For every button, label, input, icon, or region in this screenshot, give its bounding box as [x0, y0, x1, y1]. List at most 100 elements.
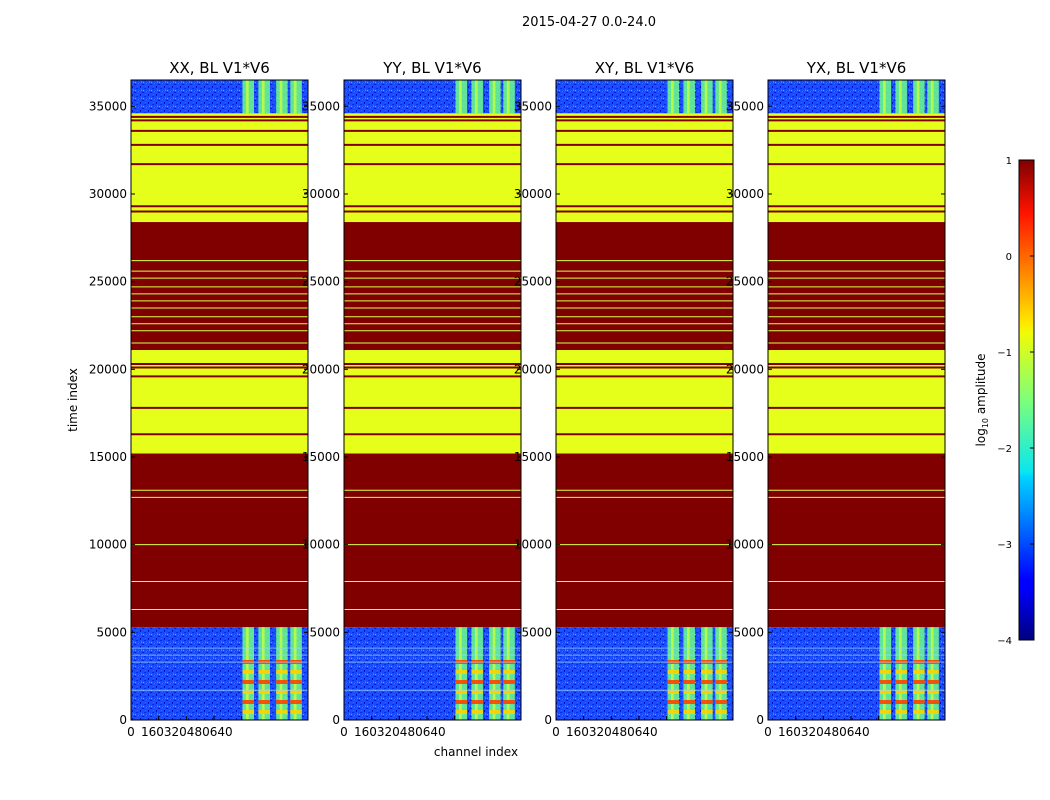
hot-spot [913, 700, 925, 704]
channel-stripe-core [883, 80, 886, 114]
x-tick-label: 0 [764, 725, 772, 739]
hot-spot [667, 680, 680, 684]
y-tick-label: 20000 [726, 362, 764, 376]
hot-spot [489, 680, 501, 684]
panel-title: YY, BL V1*V6 [382, 59, 481, 77]
band-flagged [556, 350, 733, 454]
panel-frame [767, 79, 946, 721]
hot-spot [715, 700, 727, 704]
y-tick-label: 0 [544, 713, 552, 727]
hot-spot [683, 690, 695, 694]
y-tick-label: 30000 [514, 187, 552, 201]
channel-stripe-core [506, 80, 510, 114]
hot-spot [927, 670, 939, 674]
band-flagged [556, 453, 733, 628]
band-flagged [131, 453, 308, 628]
hot-spot [258, 710, 270, 714]
hot-spot [242, 690, 255, 694]
hot-spot [471, 670, 483, 674]
hot-spot [913, 680, 925, 684]
hot-spot [489, 670, 501, 674]
y-tick-label: 10000 [514, 538, 552, 552]
hot-spot [927, 710, 939, 714]
band-flagged [768, 350, 945, 454]
y-tick-label: 0 [332, 713, 340, 727]
channel-stripe-core [492, 80, 496, 114]
x-tick-label: 160320480640 [354, 725, 446, 739]
hot-spot [927, 700, 939, 704]
y-tick-label: 10000 [726, 538, 764, 552]
channel-stripe-core [279, 80, 283, 114]
y-tick-label: 35000 [302, 99, 340, 113]
channel-stripe-core [246, 80, 249, 114]
channel-stripe-core [686, 80, 690, 114]
y-tick-label: 20000 [514, 362, 552, 376]
panel-title: XX, BL V1*V6 [169, 59, 270, 77]
colorbar: 10−1−2−3−4 log10 amplitude [974, 156, 1035, 647]
hot-spot [879, 690, 892, 694]
y-tick-label: 35000 [89, 99, 127, 113]
hot-spot [667, 700, 680, 704]
colorbar-gradient [1018, 159, 1035, 641]
hot-spot [489, 690, 501, 694]
channel-stripe-core [459, 80, 462, 114]
y-tick-label: 15000 [726, 450, 764, 464]
hot-spot [683, 670, 695, 674]
hot-spot [701, 710, 713, 714]
band-flagged [344, 453, 521, 628]
hot-spot [895, 670, 907, 674]
hot-spot [290, 680, 302, 684]
colorbar-tick-label: −4 [997, 636, 1012, 647]
hot-spot [455, 700, 468, 704]
y-tick-label: 25000 [726, 275, 764, 289]
y-tick-label: 5000 [309, 625, 340, 639]
x-tick-label: 0 [127, 725, 135, 739]
colorbar-tick-label: 0 [1006, 252, 1012, 263]
y-tick-label: 30000 [302, 187, 340, 201]
hot-spot [290, 710, 302, 714]
hot-spot [715, 670, 727, 674]
colorbar-tick-label: −1 [997, 348, 1012, 359]
panel-3: XY, BL V1*V6 0 5000 10000 15000 20000 25000 300… [514, 59, 734, 739]
hot-spot [471, 710, 483, 714]
hot-spot [503, 710, 515, 714]
figure-title: 2015-04-27 0.0-24.0 [522, 15, 656, 30]
channel-stripe-core [671, 80, 674, 114]
band-flagged [556, 222, 733, 351]
hot-spot [503, 680, 515, 684]
panel-title: XY, BL V1*V6 [595, 59, 695, 77]
hot-spot [258, 700, 270, 704]
hot-spot [879, 680, 892, 684]
hot-spot [927, 680, 939, 684]
hot-spot [503, 670, 515, 674]
hot-spot [895, 710, 907, 714]
hot-spot [489, 710, 501, 714]
hot-spot [683, 680, 695, 684]
y-tick-label: 25000 [89, 275, 127, 289]
channel-stripe-core [474, 80, 478, 114]
hot-spot [913, 670, 925, 674]
hot-spot [242, 680, 255, 684]
hot-spot [489, 700, 501, 704]
hot-spot [258, 690, 270, 694]
y-axis-label: time index [66, 368, 80, 432]
y-tick-label: 10000 [302, 538, 340, 552]
panel-title: YX, BL V1*V6 [806, 59, 907, 77]
hot-spot [242, 670, 255, 674]
hot-spot [258, 670, 270, 674]
panel-2: YY, BL V1*V6 0 5000 10000 15000 20000 25000 300… [302, 59, 522, 739]
hot-spot [471, 690, 483, 694]
colorbar-tick-label: −2 [997, 444, 1012, 455]
hot-spot [927, 690, 939, 694]
hot-spot [276, 690, 288, 694]
colorbar-tick-label: −3 [997, 540, 1012, 551]
hot-spot [290, 690, 302, 694]
channel-stripe-core [916, 80, 920, 114]
band-flagged [131, 222, 308, 351]
channel-stripe-core [704, 80, 708, 114]
y-tick-label: 35000 [726, 99, 764, 113]
y-tick-label: 0 [756, 713, 764, 727]
hot-spot [455, 710, 468, 714]
hot-spot [701, 670, 713, 674]
